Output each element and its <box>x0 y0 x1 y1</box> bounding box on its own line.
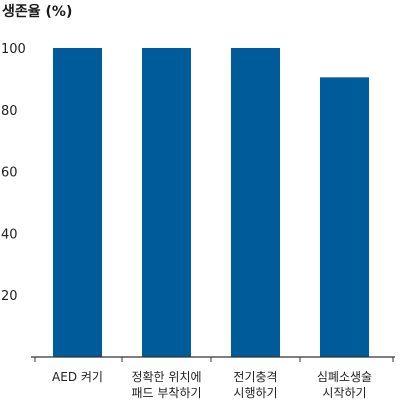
bar <box>320 77 369 357</box>
y-tick-label: 80 <box>1 104 18 119</box>
y-tick-label: 40 <box>1 227 18 242</box>
bar <box>231 48 280 357</box>
x-tick-label: 정확한 위치에 패드 부착하기 <box>131 370 201 400</box>
y-tick-label: 60 <box>1 166 18 181</box>
x-tick-label: AED 켜기 <box>52 370 103 384</box>
y-tick-label: 100 <box>1 42 26 57</box>
bar <box>142 48 191 357</box>
x-tick-label: 심폐소생술 시작하기 <box>317 370 372 400</box>
y-axis-ticks: 100 80 60 40 20 <box>1 42 26 304</box>
bar <box>53 48 102 357</box>
x-tick-label: 전기충격 시행하기 <box>233 370 277 400</box>
x-axis-ticks: AED 켜기 정확한 위치에 패드 부착하기 전기충격 시행하기 심폐소생술 시작하기 <box>34 357 394 400</box>
bars <box>53 48 369 357</box>
y-tick-label: 20 <box>1 289 18 304</box>
chart-title: 생존율 (%) <box>2 3 72 20</box>
